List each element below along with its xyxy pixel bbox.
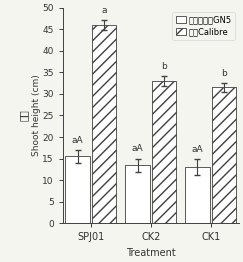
Text: aA: aA bbox=[192, 145, 203, 154]
Bar bbox=[92, 25, 116, 223]
Legend: 紫花苜蓿肖GN5, 燕麦Calibre: 紫花苜蓿肖GN5, 燕麦Calibre bbox=[172, 12, 235, 40]
Bar bbox=[152, 81, 176, 223]
Bar bbox=[125, 165, 150, 223]
X-axis label: Treatment: Treatment bbox=[126, 248, 176, 258]
Text: a: a bbox=[101, 6, 107, 15]
Bar bbox=[212, 88, 236, 223]
Text: b: b bbox=[221, 69, 227, 78]
Text: 株高: 株高 bbox=[19, 110, 29, 121]
Bar bbox=[185, 167, 210, 223]
Y-axis label: Shoot height (cm): Shoot height (cm) bbox=[32, 75, 41, 156]
Text: b: b bbox=[161, 62, 167, 71]
Text: aA: aA bbox=[132, 144, 143, 154]
Bar bbox=[65, 156, 90, 223]
Text: aA: aA bbox=[72, 136, 84, 145]
